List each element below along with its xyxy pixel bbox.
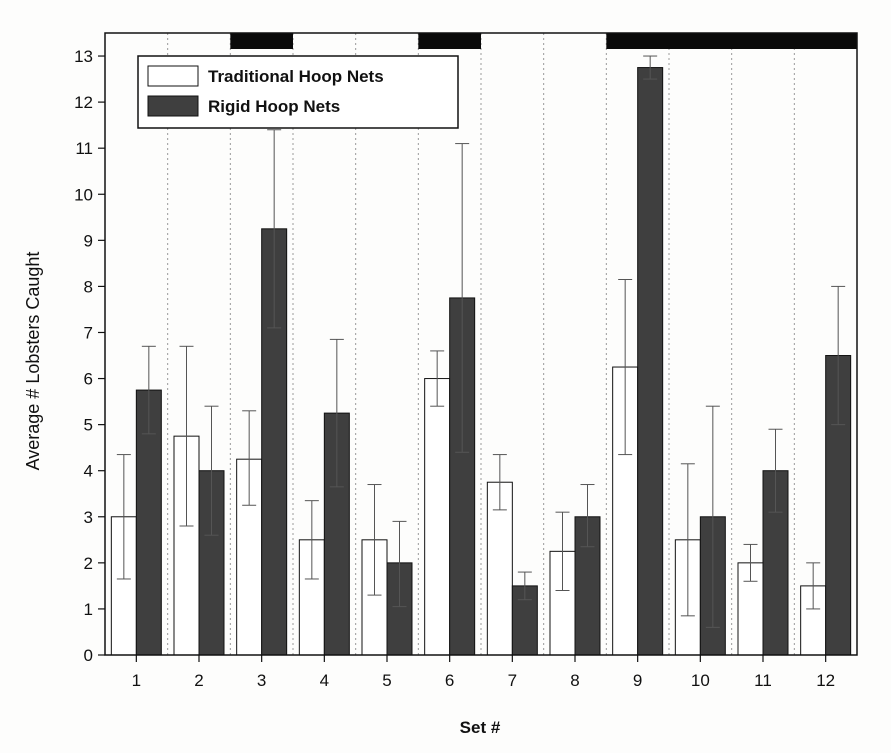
legend-swatch: [147, 95, 199, 117]
y-tick-label: 1: [84, 600, 93, 619]
top-indicator-segment: [606, 33, 857, 49]
x-tick-label: 8: [570, 671, 579, 690]
x-tick-label: 10: [691, 671, 710, 690]
x-tick-label: 12: [816, 671, 835, 690]
y-tick-label: 11: [75, 139, 93, 158]
x-tick-label: 2: [194, 671, 203, 690]
y-tick-label: 0: [84, 646, 93, 665]
y-axis-title: Average # Lobsters Caught: [23, 252, 43, 471]
y-tick-label: 2: [84, 554, 93, 573]
legend-swatch: [147, 65, 199, 87]
top-indicator-segment: [230, 33, 293, 49]
legend-label: Traditional Hoop Nets: [208, 67, 384, 86]
y-tick-label: 8: [84, 277, 93, 296]
top-indicator-segment: [418, 33, 481, 49]
traditional-bar: [486, 481, 513, 656]
x-tick-label: 4: [320, 671, 329, 690]
y-tick-label: 7: [84, 323, 93, 342]
bars: [110, 67, 852, 656]
x-tick-label: 11: [754, 671, 772, 690]
x-axis-title: Set #: [460, 718, 501, 737]
error-bars: [116, 55, 846, 628]
legend-label: Rigid Hoop Nets: [208, 97, 340, 116]
y-tick-label: 9: [84, 231, 93, 250]
plot-frame: [104, 32, 858, 656]
y-tick-label: 13: [74, 47, 93, 66]
x-tick-label: 5: [382, 671, 391, 690]
y-tick-label: 5: [84, 416, 93, 435]
y-tick-label: 6: [84, 370, 93, 389]
legend: Traditional Hoop Nets Rigid Hoop Nets: [137, 55, 459, 129]
traditional-bar: [424, 378, 451, 656]
rigid-bar: [637, 67, 664, 656]
x-tick-label: 6: [445, 671, 454, 690]
x-tick-label: 7: [508, 671, 517, 690]
y-tick-label: 12: [74, 93, 93, 112]
x-tick-label: 1: [132, 671, 141, 690]
x-tick-label: 9: [633, 671, 642, 690]
set-separators: [167, 33, 795, 655]
y-tick-label: 10: [74, 185, 93, 204]
top-indicator-bars: [230, 33, 857, 49]
y-tick-label: 4: [84, 462, 93, 481]
y-tick-label: 3: [84, 508, 93, 527]
x-tick-label: 3: [257, 671, 266, 690]
